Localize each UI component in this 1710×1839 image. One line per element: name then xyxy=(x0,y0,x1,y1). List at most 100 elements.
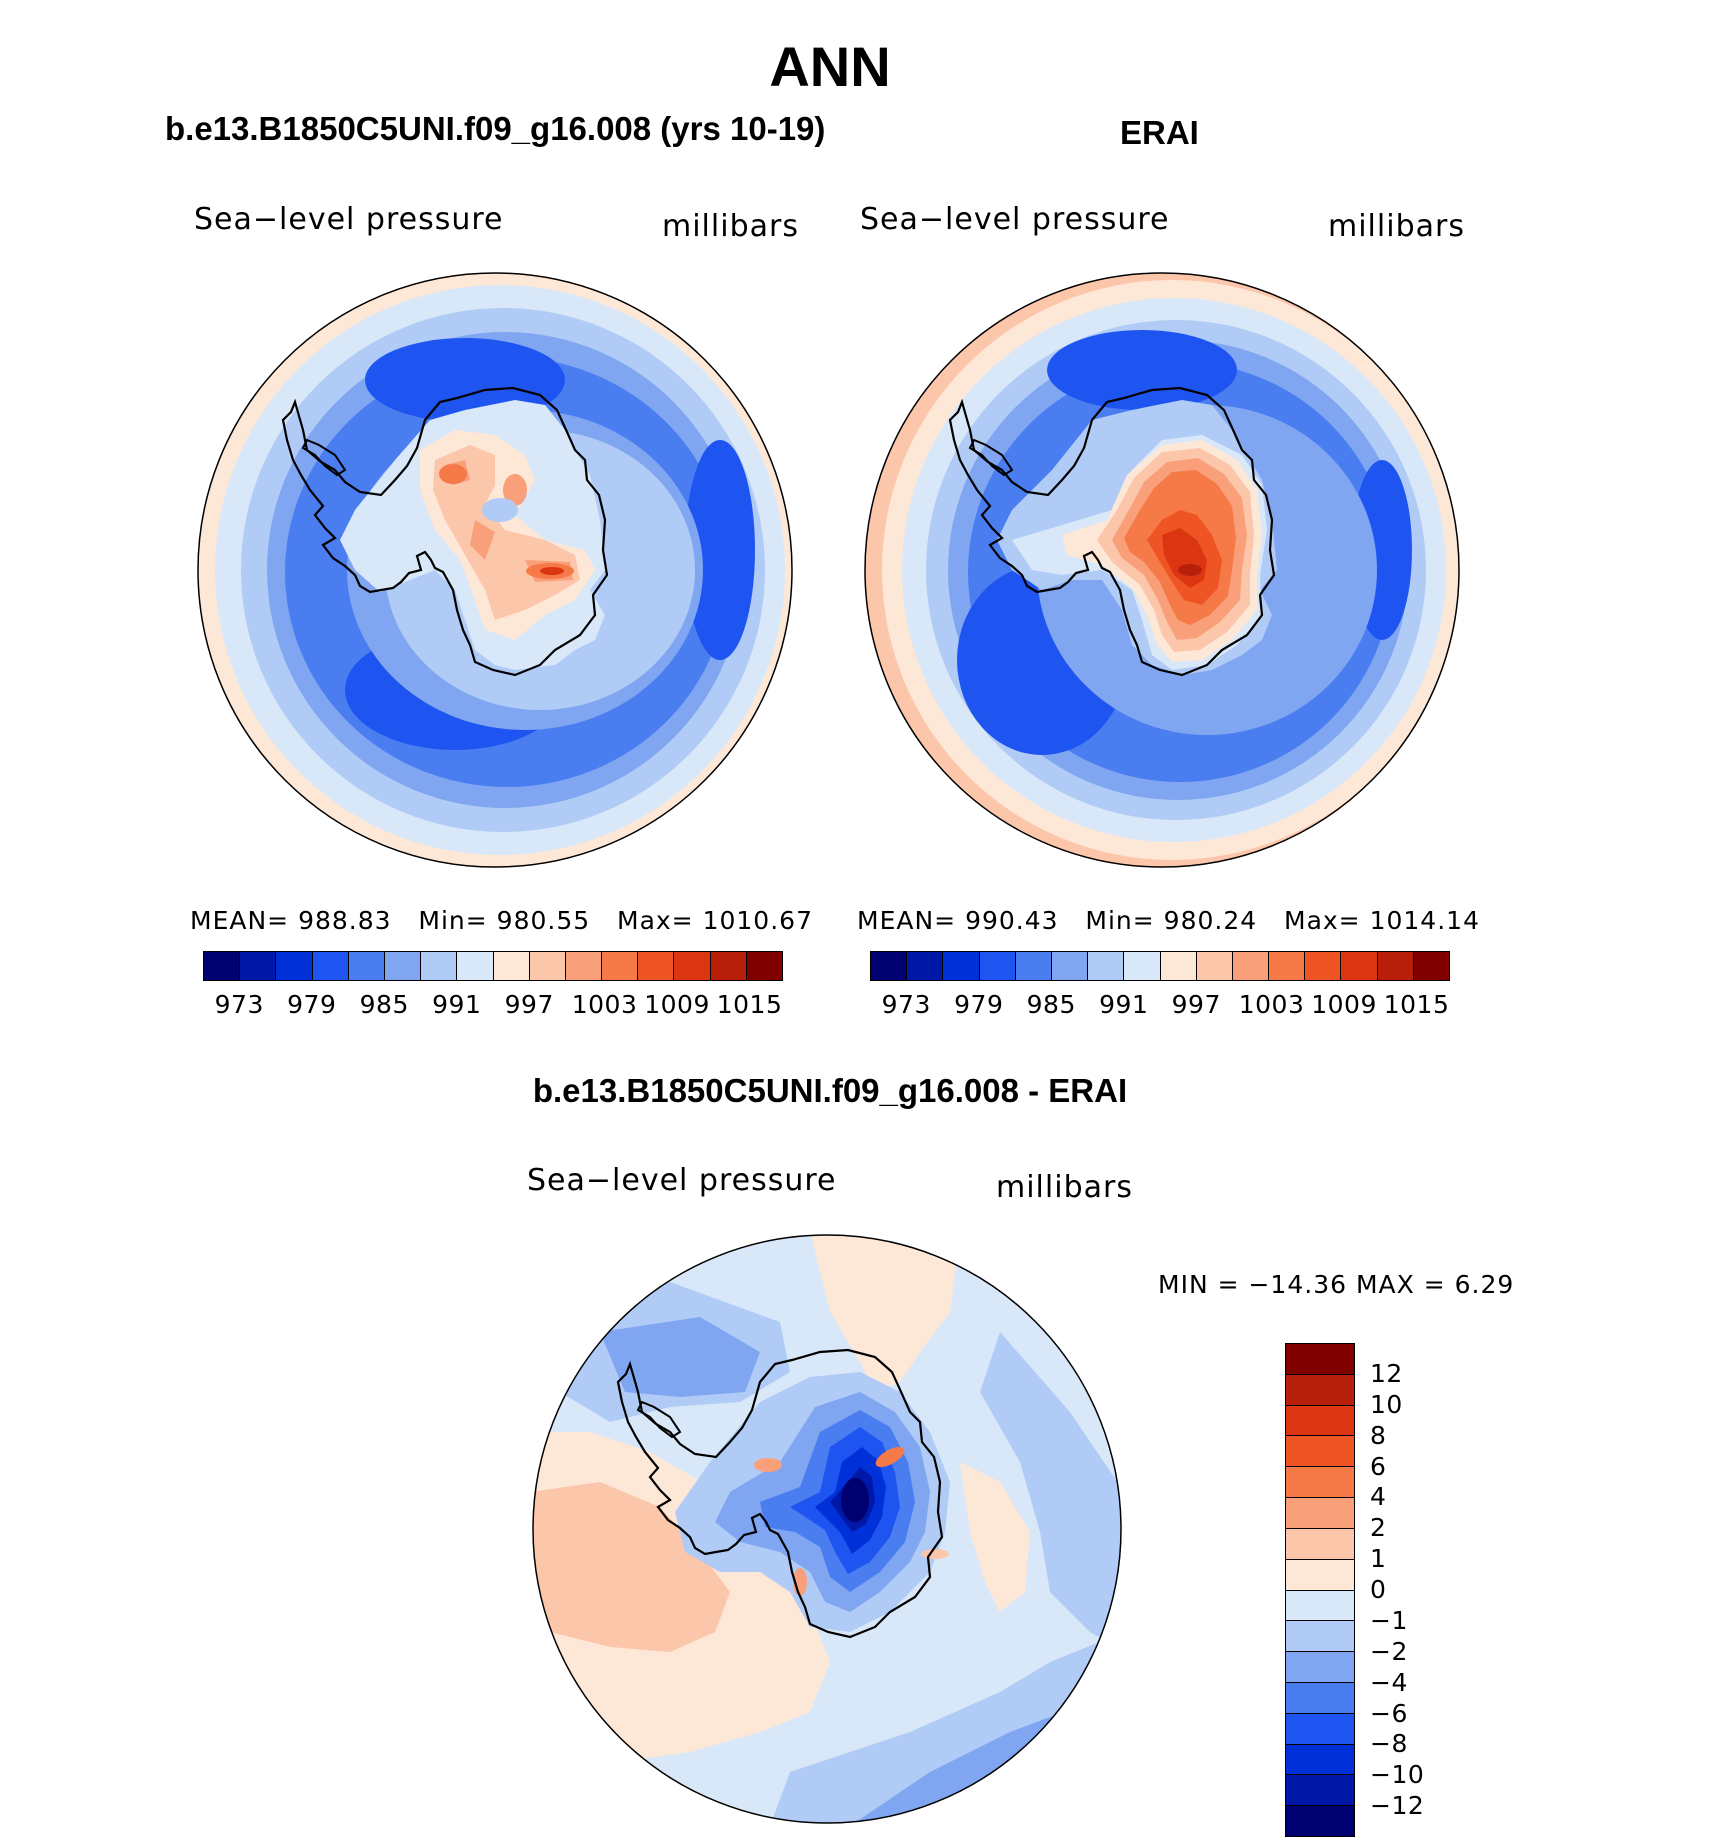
diff-units-label: millibars xyxy=(996,1170,1133,1205)
panel1-max-value: 1010.67 xyxy=(702,906,813,935)
panel2-colorbar-tick-label: 1003 xyxy=(1238,990,1305,1019)
panel1-colorbar-swatch xyxy=(710,952,747,980)
panel2-colorbar-labels: 973 979 985 991 997 1003 1009 1015 xyxy=(870,990,1450,1020)
panel1-colorbar-swatch xyxy=(204,952,241,980)
p2-coastline xyxy=(948,386,1276,677)
panel2-colorbar-swatch xyxy=(1015,952,1052,980)
panel1-colorbar-swatch xyxy=(240,952,277,980)
figure-title: ANN xyxy=(769,35,891,98)
panel1-colorbar-swatch xyxy=(493,952,530,980)
panel1-colorbar-swatch xyxy=(638,952,675,980)
diff-colorbar-tick-label: 12 xyxy=(1370,1358,1403,1388)
diff-colorbar-swatch xyxy=(1286,1652,1354,1683)
diff-colorbar-tick-label: 2 xyxy=(1370,1513,1387,1543)
diff-colorbar-swatch xyxy=(1286,1713,1354,1745)
panel1-polar-map xyxy=(197,272,793,868)
diff-colorbar-swatch xyxy=(1286,1528,1354,1560)
panel2-colorbar-tick-label: 1009 xyxy=(1311,990,1377,1019)
diff-colorbar xyxy=(1285,1343,1355,1837)
panel1-min-value: 980.55 xyxy=(496,906,591,935)
panel1-colorbar-swatch xyxy=(384,952,422,980)
diff-colorbar-tick-label: −8 xyxy=(1370,1729,1408,1759)
panel1-mean-value: 988.83 xyxy=(298,906,392,935)
diff-colorbar-tick-label: 6 xyxy=(1370,1451,1387,1481)
p1-border xyxy=(197,272,793,868)
panel2-colorbar-tick-label: 979 xyxy=(954,990,1004,1019)
panel2-mean-label: MEAN= xyxy=(857,906,957,935)
panel1-variable-label: Sea−level pressure xyxy=(194,202,504,237)
diff-border xyxy=(532,1234,1122,1824)
diff-colorbar-swatch xyxy=(1286,1374,1354,1406)
panel1-colorbar-swatch xyxy=(457,952,494,980)
diff-pos-spot-4 xyxy=(921,1549,949,1559)
diff-neg-topleft-2 xyxy=(600,1317,760,1397)
panel2-colorbar-swatch xyxy=(943,952,980,980)
panel2-colorbar-swatch xyxy=(1305,952,1342,980)
panel1-colorbar-tick-label: 1003 xyxy=(571,990,638,1019)
diff-colorbar-tick-label: −2 xyxy=(1370,1636,1408,1666)
diff-variable-label: Sea−level pressure xyxy=(527,1163,837,1198)
panel2-colorbar-swatch xyxy=(1196,952,1233,980)
panel1-units-label: millibars xyxy=(662,209,799,244)
diff-colorbar-swatch xyxy=(1286,1682,1354,1714)
diff-stats: MIN = −14.36 MAX = 6.29 xyxy=(1158,1270,1515,1299)
panel2-colorbar-swatch xyxy=(1377,952,1414,980)
panel2-min-value: 980.24 xyxy=(1163,906,1258,935)
panel1-colorbar-tick-label: 985 xyxy=(359,990,409,1019)
p1-max-1 xyxy=(439,464,467,484)
panel2-max-label: Max= xyxy=(1284,906,1361,935)
diff-colorbar-swatch xyxy=(1286,1775,1354,1807)
panel1-colorbar-tick-label: 1015 xyxy=(716,990,783,1019)
panel2-variable-label: Sea−level pressure xyxy=(860,202,1170,237)
panel1-colorbar-tick-label: 973 xyxy=(214,990,264,1019)
p2-low-2 xyxy=(1047,330,1237,410)
p2-max xyxy=(1178,564,1202,576)
diff-colorbar-labels: 12 10 8 6 4 2 1 0 −1 −2 −4 −6 −8 −10 −12 xyxy=(1360,1343,1450,1837)
panel1-mean-label: MEAN= xyxy=(190,906,290,935)
panel1-colorbar-swatch xyxy=(312,952,349,980)
panel2-colorbar-swatch xyxy=(907,952,944,980)
diff-colorbar-swatch xyxy=(1286,1467,1354,1499)
diff-colorbar-tick-label: −12 xyxy=(1370,1791,1425,1821)
panel2-units-label: millibars xyxy=(1328,209,1465,244)
diff-pos-left-2 xyxy=(533,1482,730,1652)
panel2-max-value: 1014.14 xyxy=(1369,906,1480,935)
panel2-colorbar-tick-label: 973 xyxy=(881,990,931,1019)
panel2-colorbar-swatch xyxy=(1269,952,1306,980)
panel2-mean-value: 990.43 xyxy=(965,906,1059,935)
diff-min xyxy=(841,1478,869,1522)
panel1-colorbar xyxy=(203,951,783,981)
panel1-max-label: Max= xyxy=(617,906,694,935)
diff-colorbar-tick-label: 8 xyxy=(1370,1420,1387,1450)
diff-colorbar-swatch xyxy=(1286,1621,1354,1653)
panel2-colorbar-tick-label: 997 xyxy=(1171,990,1221,1019)
panel1-colorbar-tick-label: 979 xyxy=(287,990,337,1019)
diff-colorbar-tick-label: −4 xyxy=(1370,1667,1408,1697)
panel2-colorbar-swatch xyxy=(871,952,908,980)
diff-colorbar-tick-label: 1 xyxy=(1370,1544,1387,1574)
panel1-colorbar-swatch xyxy=(421,952,458,980)
panel2-colorbar-swatch xyxy=(979,952,1016,980)
panel2-colorbar-swatch xyxy=(1160,952,1197,980)
p1-max-4 xyxy=(503,474,527,506)
panel1-colorbar-swatch xyxy=(565,952,603,980)
panel2-polar-map xyxy=(864,272,1460,868)
diff-pos-spot-2 xyxy=(875,1446,905,1468)
p1-max-3 xyxy=(540,567,564,575)
diff-colorbar-tick-label: 4 xyxy=(1370,1482,1387,1512)
diff-colorbar-tick-label: −1 xyxy=(1370,1605,1408,1635)
p2-border xyxy=(864,272,1460,868)
panel2-colorbar-swatch xyxy=(1124,952,1161,980)
p2-peninsula xyxy=(968,438,1014,477)
diff-colorbar-swatch xyxy=(1286,1590,1354,1622)
panel1-colorbar-swatch xyxy=(746,952,782,980)
panel1-stats: MEAN= 988.83 Min= 980.55 Max= 1010.67 xyxy=(190,906,813,935)
p1-high-3 xyxy=(445,460,573,582)
diff-colorbar-tick-label: 10 xyxy=(1370,1389,1403,1419)
panel2-colorbar-swatch xyxy=(1413,952,1449,980)
diff-colorbar-tick-label: 0 xyxy=(1370,1575,1387,1604)
diff-colorbar-swatch xyxy=(1286,1559,1354,1591)
diff-colorbar-swatch xyxy=(1286,1806,1354,1836)
diff-coastline xyxy=(616,1348,944,1639)
panel1-colorbar-swatch xyxy=(674,952,711,980)
